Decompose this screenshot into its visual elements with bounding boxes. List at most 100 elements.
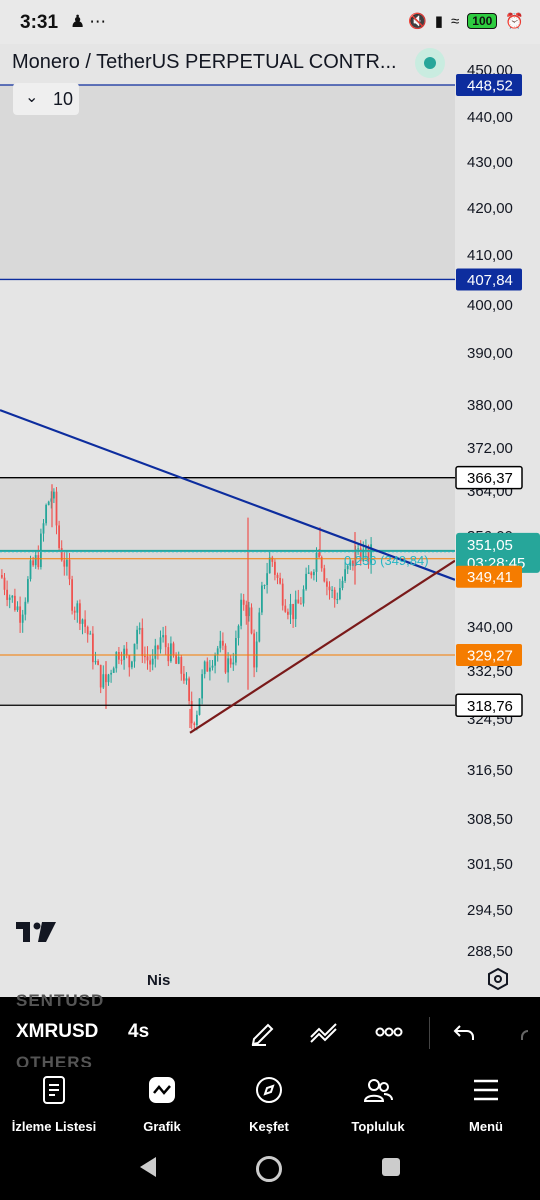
candle-body — [32, 560, 34, 566]
redo-icon[interactable] — [508, 1017, 540, 1047]
nav-item-chart[interactable]: Grafik — [112, 1073, 212, 1134]
status-right-icons: 🔇 ▮ ≈ 100 ⏰ — [408, 12, 524, 31]
candle-body — [190, 700, 193, 724]
candle-body — [97, 660, 99, 665]
candle-body — [92, 633, 94, 663]
y-tick-label: 308,50 — [467, 811, 513, 828]
status-time: 3:31 — [20, 12, 59, 33]
candle-body — [258, 612, 261, 642]
candle-body — [235, 638, 237, 663]
price-labels: 448,52407,84366,37351,0503:28:45349,4132… — [455, 74, 540, 718]
candle-body — [6, 589, 8, 600]
candle-body — [268, 557, 271, 574]
candle-body — [110, 672, 112, 675]
candle-body — [19, 606, 21, 623]
candle-body — [172, 643, 175, 656]
candle-body — [66, 559, 68, 567]
chart-icon — [112, 1073, 212, 1107]
candle-body — [229, 658, 232, 665]
interval-selector[interactable]: 4s — [128, 1021, 150, 1042]
chart-canvas[interactable]: 450,00440,00430,00420,00410,00400,00390,… — [0, 44, 540, 997]
symbol-selector[interactable]: XMRUSD — [16, 1021, 99, 1042]
candle-body — [24, 601, 27, 615]
candle-body — [193, 723, 196, 726]
candle-body — [107, 674, 110, 683]
candle-body — [149, 660, 151, 665]
candle-body — [180, 657, 183, 674]
home-icon[interactable] — [256, 1156, 282, 1182]
chevron-down-icon: ⌄ — [25, 89, 39, 106]
interval-toggle-button[interactable]: ⌄ 10 — [13, 83, 79, 115]
person-icon: ♟ — [70, 12, 90, 31]
candle-body — [21, 614, 24, 623]
y-tick-label: 301,50 — [467, 856, 513, 873]
candle-body — [320, 557, 323, 569]
candle-body — [302, 589, 305, 604]
candle-body — [11, 595, 14, 598]
candle-body — [151, 658, 154, 665]
status-bar: 3:31 ♟⋯ 🔇 ▮ ≈ 100 ⏰ — [0, 0, 540, 44]
candle-body — [118, 652, 120, 660]
candle-body — [112, 668, 115, 673]
candle-body — [138, 627, 141, 630]
candle-body — [177, 657, 180, 664]
candle-body — [14, 595, 16, 611]
candle-body — [206, 661, 209, 672]
tradingview-logo — [16, 922, 56, 942]
more-horizontal-icon[interactable] — [372, 1017, 406, 1047]
candle-body — [336, 599, 339, 601]
candle-body — [240, 599, 242, 626]
chart-header[interactable]: Monero / TetherUS PERPETUAL CONTR... — [0, 44, 455, 84]
mute-icon: 🔇 — [408, 13, 427, 30]
candle-body — [136, 629, 138, 644]
price-label-value: 329,27 — [467, 648, 513, 665]
symbol-title[interactable]: Monero / TetherUS PERPETUAL CONTR... — [12, 51, 397, 73]
nav-item-explore[interactable]: Keşfet — [219, 1073, 319, 1134]
candle-body — [307, 572, 310, 574]
back-icon[interactable] — [138, 1156, 158, 1183]
candle-body — [250, 607, 253, 634]
price-label-value: 407,84 — [467, 272, 513, 289]
nav-item-watchlist[interactable]: İzleme Listesi — [4, 1073, 104, 1134]
resistance-trend-line — [0, 409, 456, 581]
candle-body — [76, 603, 79, 613]
price-scale[interactable] — [455, 44, 540, 997]
candle-body — [227, 658, 229, 673]
candle-body — [45, 504, 47, 524]
candle-body — [27, 579, 29, 602]
candle-body — [310, 572, 313, 576]
nav-item-community[interactable]: Topluluk — [328, 1073, 428, 1134]
draw-pen-icon[interactable] — [246, 1017, 280, 1047]
candle-body — [216, 648, 219, 655]
candle-body — [242, 599, 245, 605]
candle-body — [315, 552, 318, 572]
candle-body — [211, 665, 214, 668]
candle-body — [274, 561, 276, 575]
candle-body — [29, 560, 32, 580]
candle-body — [248, 607, 250, 617]
candle-body — [162, 635, 164, 638]
more-icon: ⋯ — [89, 12, 111, 31]
undo-icon[interactable] — [448, 1017, 482, 1047]
candle-body — [297, 599, 300, 604]
recent-apps-icon[interactable] — [382, 1158, 400, 1176]
candle-body — [281, 583, 284, 606]
candle-body — [279, 577, 281, 584]
candle-body — [60, 548, 63, 561]
indicators-icon[interactable] — [308, 1017, 342, 1047]
nav-item-menu[interactable]: Menü — [436, 1073, 536, 1134]
fib-annotation: 0,236 (349,84) — [344, 553, 429, 568]
y-tick-label: 340,00 — [467, 619, 513, 636]
candle-body — [47, 501, 50, 505]
system-navigation-bar — [0, 1137, 540, 1200]
hexagon-settings-icon[interactable] — [488, 967, 508, 991]
candle-body — [313, 571, 315, 576]
y-tick-label: 430,00 — [467, 154, 513, 171]
candle-body — [289, 603, 292, 615]
candle-body — [146, 656, 149, 661]
candle-body — [224, 645, 227, 673]
price-label-badge — [456, 565, 522, 588]
y-tick-label: 380,00 — [467, 397, 513, 414]
price-label-badge — [456, 644, 522, 667]
candle-body — [131, 661, 133, 668]
